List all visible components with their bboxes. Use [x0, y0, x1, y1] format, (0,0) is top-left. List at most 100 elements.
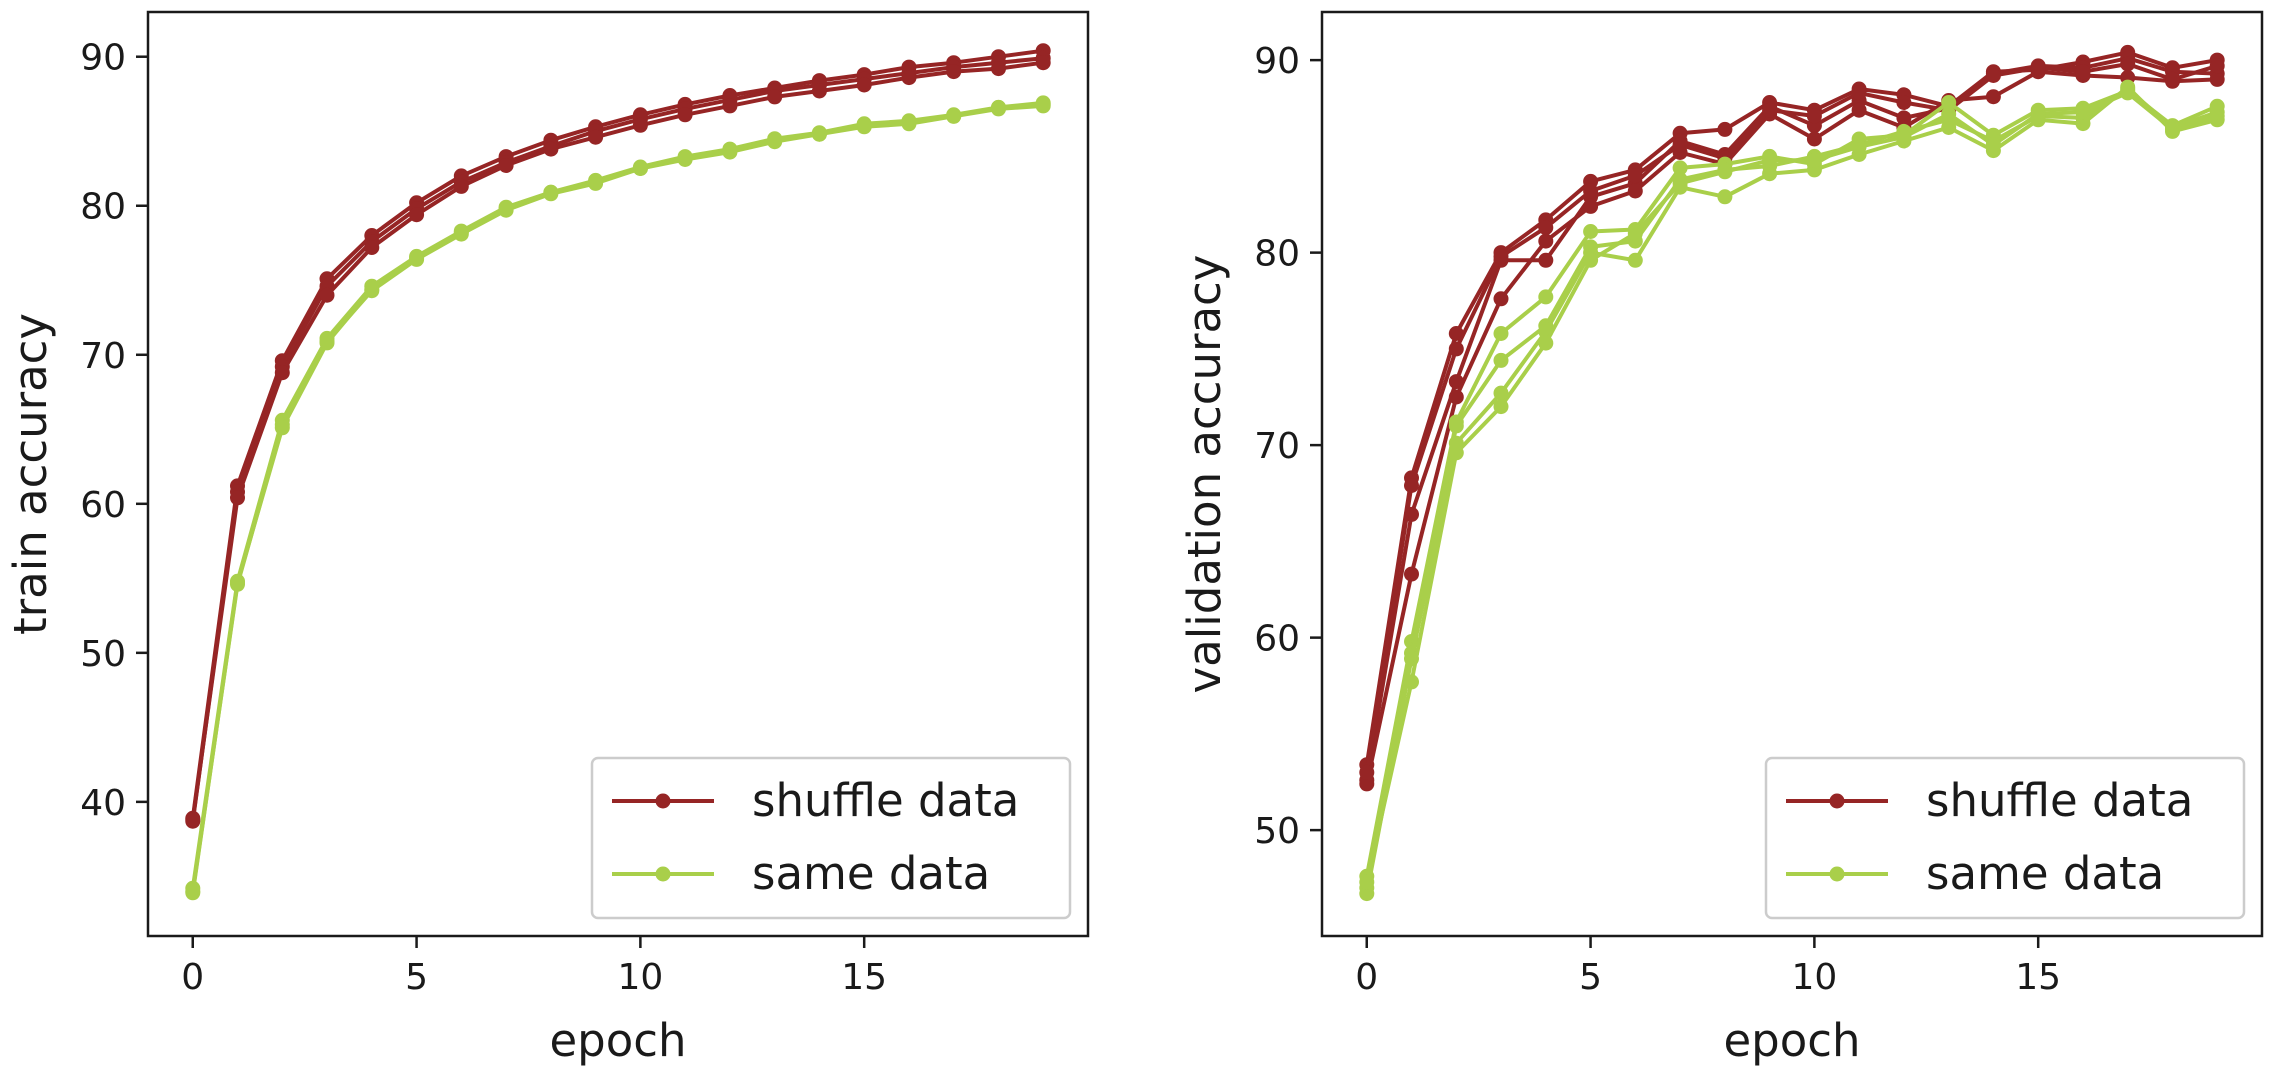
data-point: [1493, 249, 1509, 264]
y-tick-label: 90: [1254, 41, 1300, 82]
data-point: [1672, 175, 1688, 191]
data-point: [230, 575, 245, 591]
legend-swatch-dot-same: [655, 866, 671, 882]
data-point: [1538, 252, 1554, 268]
series-same-7: [1359, 85, 2225, 890]
data-point: [2209, 71, 2225, 87]
validation-accuracy-axes-frame: [1320, 10, 2264, 938]
validation-accuracy-chart: 0 5 10 15 50 60 70 80 90 epoch validation accura…: [1178, 10, 2264, 1067]
data-point: [677, 150, 693, 166]
y-tick-label: 60: [80, 485, 126, 526]
data-point: [319, 335, 335, 351]
validation-accuracy-x-axis-label: epoch: [1723, 1014, 1860, 1067]
y-tick-label: 80: [80, 187, 126, 228]
x-tick-label: 15: [841, 957, 887, 998]
legend-label-same: same data: [1926, 847, 2164, 900]
data-point: [1627, 225, 1643, 241]
x-tick-label: 0: [181, 957, 204, 998]
data-point: [901, 114, 917, 130]
data-point: [811, 83, 827, 99]
data-point: [1941, 120, 1957, 135]
data-point: [991, 61, 1006, 77]
data-point: [1717, 164, 1733, 180]
x-tick-label: 5: [1579, 957, 1602, 998]
data-point: [1448, 341, 1464, 357]
data-point: [901, 70, 917, 86]
data-point: [1717, 189, 1733, 205]
data-point: [677, 107, 693, 123]
data-point: [319, 287, 335, 303]
data-point: [946, 64, 962, 80]
data-point: [1493, 291, 1509, 307]
data-point: [1359, 886, 1375, 902]
data-point: [2165, 121, 2180, 137]
data-point: [2075, 104, 2091, 120]
data-point: [409, 207, 425, 223]
data-point: [1493, 399, 1509, 415]
legend-swatch-dot-same: [1829, 866, 1845, 882]
legend-swatch-dot-shuffle: [655, 793, 671, 809]
data-point: [767, 89, 783, 105]
data-point: [811, 126, 827, 142]
data-point: [1359, 776, 1375, 792]
x-tick-label: 10: [617, 957, 663, 998]
series-shuffle-1: [185, 50, 1051, 829]
validation-accuracy-y-axis-label: validation accuracy: [1178, 255, 1231, 694]
data-point: [1806, 152, 1822, 168]
data-point: [274, 420, 290, 436]
data-point: [1627, 183, 1643, 199]
data-point: [2120, 85, 2136, 101]
legend-box: [590, 756, 1072, 920]
data-point: [2075, 116, 2091, 132]
data-point: [632, 161, 648, 176]
train-accuracy-legend: shuffle data same data: [590, 756, 1072, 920]
data-point: [588, 129, 604, 145]
y-tick-label: 50: [1254, 811, 1300, 852]
data-point: [1896, 95, 1912, 110]
data-point: [1448, 389, 1464, 405]
data-point: [1762, 166, 1778, 182]
data-point: [1538, 335, 1554, 351]
data-point: [1538, 289, 1554, 305]
legend-label-shuffle: shuffle data: [752, 774, 1019, 827]
data-point: [498, 201, 514, 217]
data-point: [1538, 233, 1554, 249]
legend-label-same: same data: [752, 847, 990, 900]
train-accuracy-ticks: 0 5 10 15 40 50 60 70 80 90: [80, 38, 887, 998]
y-tick-label: 70: [80, 336, 126, 377]
data-point: [1851, 102, 1867, 118]
series-line: [1364, 56, 2218, 781]
y-tick-label: 40: [80, 783, 126, 824]
data-point: [1627, 252, 1643, 268]
data-point: [1985, 68, 2001, 83]
x-tick-label: 15: [2015, 957, 2061, 998]
data-point: [1404, 674, 1419, 690]
data-point: [185, 812, 201, 828]
data-point: [1717, 121, 1733, 137]
data-point: [1806, 108, 1822, 124]
data-point: [1493, 326, 1509, 341]
train-accuracy-axes-frame: [146, 10, 1090, 938]
data-point: [543, 141, 559, 157]
data-point: [1896, 129, 1912, 145]
data-point: [1359, 764, 1375, 780]
data-point: [722, 98, 738, 114]
y-tick-label: 90: [80, 38, 126, 79]
validation-accuracy-legend: shuffle data same data: [1764, 756, 2246, 920]
data-point: [2209, 108, 2225, 124]
series-shuffle-3: [1359, 56, 2225, 780]
data-point: [1941, 95, 1957, 110]
data-point: [2075, 64, 2091, 80]
data-point: [946, 108, 962, 124]
data-point: [409, 250, 425, 266]
data-point: [767, 132, 783, 148]
data-point: [543, 184, 559, 200]
y-tick-label: 80: [1254, 234, 1300, 275]
data-point: [1035, 96, 1051, 112]
data-point: [1583, 198, 1599, 214]
series-line: [190, 48, 1044, 819]
data-point: [1941, 106, 1957, 122]
data-point: [1538, 220, 1554, 236]
data-point: [185, 885, 201, 901]
